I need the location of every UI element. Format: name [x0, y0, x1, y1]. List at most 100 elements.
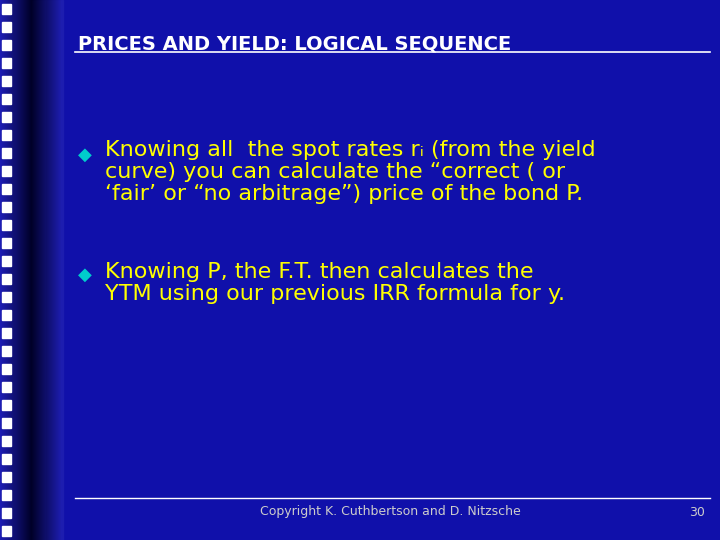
Text: YTM using our previous IRR formula for y.: YTM using our previous IRR formula for y…: [105, 284, 565, 304]
Bar: [2, 364, 11, 374]
Bar: [9, 0, 11, 540]
Bar: [48, 0, 49, 540]
Bar: [2, 148, 11, 158]
Bar: [22, 0, 23, 540]
Bar: [47, 0, 48, 540]
Bar: [2, 454, 11, 464]
Text: Knowing P, the F.T. then calculates the: Knowing P, the F.T. then calculates the: [105, 262, 534, 282]
Bar: [0, 0, 1, 540]
Bar: [30, 0, 32, 540]
Bar: [24, 0, 27, 540]
Bar: [38, 0, 40, 540]
Text: ‘fair’ or “no arbitrage”) price of the bond P.: ‘fair’ or “no arbitrage”) price of the b…: [105, 184, 583, 204]
Text: curve) you can calculate the “correct ( or: curve) you can calculate the “correct ( …: [105, 162, 565, 182]
Text: Copyright K. Cuthbertson and D. Nitzsche: Copyright K. Cuthbertson and D. Nitzsche: [260, 505, 521, 518]
Bar: [36, 0, 37, 540]
Bar: [2, 0, 4, 540]
Bar: [14, 0, 15, 540]
Bar: [28, 0, 30, 540]
Bar: [14, 0, 16, 540]
Bar: [2, 346, 11, 356]
Bar: [2, 220, 11, 230]
Bar: [6, 0, 8, 540]
Bar: [27, 0, 28, 540]
Bar: [50, 0, 52, 540]
Bar: [23, 0, 24, 540]
Bar: [2, 58, 11, 68]
Bar: [2, 130, 11, 140]
Bar: [55, 0, 56, 540]
Bar: [29, 0, 30, 540]
Bar: [2, 490, 11, 500]
Bar: [17, 0, 19, 540]
Bar: [61, 0, 63, 540]
Bar: [21, 0, 22, 540]
Bar: [2, 40, 11, 50]
Text: PRICES AND YIELD: LOGICAL SEQUENCE: PRICES AND YIELD: LOGICAL SEQUENCE: [78, 35, 511, 54]
Bar: [32, 0, 34, 540]
Bar: [60, 0, 61, 540]
Bar: [35, 0, 37, 540]
Bar: [3, 0, 4, 540]
Bar: [2, 4, 11, 14]
Bar: [31, 0, 32, 540]
Bar: [2, 472, 11, 482]
Bar: [34, 0, 35, 540]
Bar: [24, 0, 25, 540]
Bar: [12, 0, 14, 540]
Bar: [19, 0, 21, 540]
Bar: [2, 382, 11, 392]
Bar: [4, 0, 6, 540]
Bar: [2, 256, 11, 266]
Bar: [56, 0, 58, 540]
Bar: [2, 22, 11, 32]
Text: ◆: ◆: [78, 146, 92, 164]
Bar: [2, 184, 11, 194]
Bar: [5, 0, 6, 540]
Bar: [43, 0, 45, 540]
Bar: [48, 0, 50, 540]
Bar: [2, 418, 11, 428]
Bar: [2, 310, 11, 320]
Bar: [2, 400, 11, 410]
Bar: [58, 0, 59, 540]
Bar: [2, 328, 11, 338]
Bar: [8, 0, 10, 540]
Bar: [41, 0, 43, 540]
Text: ◆: ◆: [78, 266, 92, 284]
Bar: [10, 0, 12, 540]
Bar: [40, 0, 41, 540]
Bar: [2, 292, 11, 302]
Bar: [40, 0, 42, 540]
Bar: [2, 274, 11, 284]
Bar: [33, 0, 35, 540]
Bar: [1, 0, 3, 540]
Bar: [2, 166, 11, 176]
Bar: [7, 0, 9, 540]
Bar: [17, 0, 18, 540]
Text: Knowing all  the spot rates rᵢ (from the yield: Knowing all the spot rates rᵢ (from the …: [105, 140, 595, 160]
Bar: [2, 202, 11, 212]
Bar: [45, 0, 46, 540]
Bar: [2, 436, 11, 446]
Bar: [45, 0, 47, 540]
Bar: [54, 0, 55, 540]
Bar: [37, 0, 39, 540]
Bar: [52, 0, 53, 540]
Bar: [50, 0, 51, 540]
Text: 30: 30: [689, 505, 705, 518]
Bar: [2, 112, 11, 122]
Bar: [19, 0, 20, 540]
Bar: [2, 94, 11, 104]
Bar: [2, 238, 11, 248]
Bar: [12, 0, 13, 540]
Bar: [2, 526, 11, 536]
Bar: [53, 0, 54, 540]
Bar: [16, 0, 17, 540]
Bar: [57, 0, 58, 540]
Bar: [2, 76, 11, 86]
Bar: [42, 0, 44, 540]
Bar: [59, 0, 60, 540]
Bar: [2, 508, 11, 518]
Bar: [26, 0, 27, 540]
